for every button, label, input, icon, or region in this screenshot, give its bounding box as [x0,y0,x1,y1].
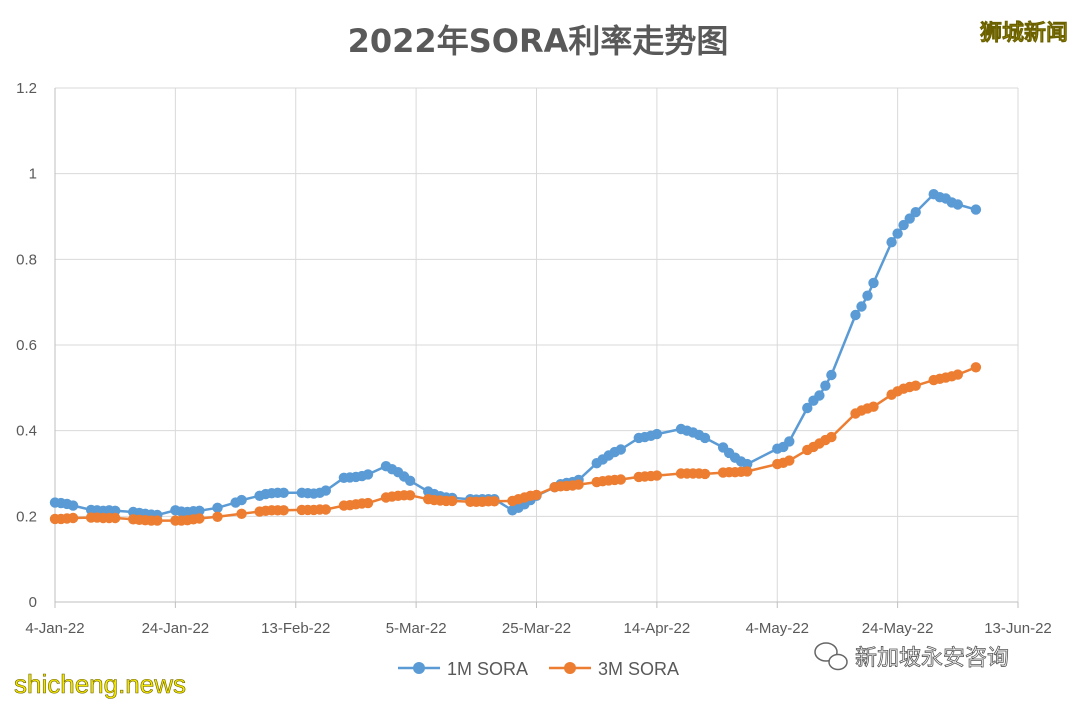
data-point-1m-sora[interactable] [278,487,289,498]
data-point-1m-sora[interactable] [699,432,711,444]
data-point-3m-sora[interactable] [742,466,753,477]
y-tick-labels: 0 0.2 0.4 0.6 0.8 1 1.2 [16,80,37,611]
data-point-1m-sora[interactable] [886,237,897,248]
data-point-3m-sora[interactable] [573,479,584,490]
legend-swatch-3m-marker [564,662,576,674]
y-tick-label: 0.4 [16,423,37,440]
data-point-1m-sora[interactable] [651,428,663,440]
data-point-3m-sora[interactable] [531,489,542,501]
data-point-3m-sora[interactable] [320,504,331,515]
watermark-wechat-account: 新加坡永安咨询 [855,646,1009,671]
data-point-3m-sora[interactable] [868,401,879,412]
legend-label-1m: 1M SORA [447,659,528,679]
data-point-3m-sora[interactable] [67,512,79,524]
x-tick-label: 24-Jan-22 [142,620,210,637]
legend-item-3m[interactable]: 3M SORA [549,659,679,679]
data-point-1m-sora[interactable] [820,380,831,391]
data-point-1m-sora[interactable] [814,390,825,401]
series [49,189,982,526]
wechat-icon [814,642,848,671]
data-point-1m-sora[interactable] [404,475,416,486]
data-point-1m-sora[interactable] [320,485,331,496]
data-point-1m-sora[interactable] [898,219,909,231]
series-3m-sora [49,362,982,526]
data-point-3m-sora[interactable] [447,495,458,507]
data-point-3m-sora[interactable] [362,497,374,509]
x-tick-label: 4-Jan-22 [25,620,84,637]
data-point-1m-sora[interactable] [952,199,963,210]
y-tick-label: 0.8 [16,251,37,268]
grid [55,87,1019,602]
watermark-bottom-left: shicheng.news [14,669,186,699]
data-point-1m-sora[interactable] [802,402,813,414]
data-point-1m-sora[interactable] [212,502,223,513]
data-point-1m-sora[interactable] [910,207,921,218]
data-point-3m-sora[interactable] [970,362,982,373]
data-point-1m-sora[interactable] [110,505,121,516]
data-point-3m-sora[interactable] [194,513,205,524]
x-tick-labels: 4-Jan-22 24-Jan-22 13-Feb-22 5-Mar-22 25-Mar… [25,620,1051,637]
data-point-1m-sora[interactable] [892,228,903,239]
data-point-3m-sora[interactable] [110,512,121,524]
data-point-3m-sora[interactable] [236,508,247,519]
data-point-3m-sora[interactable] [152,515,163,526]
data-point-1m-sora[interactable] [784,436,795,447]
data-point-3m-sora[interactable] [615,474,626,485]
y-tick-label: 0.6 [16,337,37,354]
y-tick-label: 1.2 [16,80,37,97]
x-tick-label: 25-Mar-22 [502,620,571,637]
x-tick-label: 14-Apr-22 [624,620,691,637]
data-point-1m-sora[interactable] [856,301,867,312]
data-point-3m-sora[interactable] [910,380,921,391]
x-tick-label: 13-Feb-22 [261,620,330,637]
data-point-3m-sora[interactable] [784,455,795,466]
data-point-1m-sora[interactable] [742,458,753,470]
chart-title: 2022年SORA利率走势图 [348,22,729,60]
legend-item-1m[interactable]: 1M SORA [398,659,528,679]
data-point-3m-sora[interactable] [699,468,711,480]
data-point-3m-sora[interactable] [651,470,663,481]
x-tick-label: 5-Mar-22 [386,620,447,637]
data-point-1m-sora[interactable] [615,444,626,455]
watermark-top-right: 狮城新闻 [980,20,1068,46]
data-point-1m-sora[interactable] [868,277,879,289]
y-tick-label: 0 [29,594,37,611]
x-tick-label: 24-May-22 [862,620,934,637]
watermark-wechat: 新加坡永安咨询 [814,642,1009,671]
data-point-3m-sora[interactable] [278,505,289,516]
data-point-3m-sora[interactable] [952,369,963,380]
y-tick-label: 1 [29,166,37,183]
data-point-3m-sora[interactable] [212,511,223,522]
data-point-1m-sora[interactable] [362,469,374,480]
x-tick-label: 4-May-22 [746,620,809,637]
data-point-3m-sora[interactable] [826,431,837,443]
data-point-3m-sora[interactable] [489,496,500,507]
legend-label-3m: 3M SORA [598,659,679,679]
data-point-1m-sora[interactable] [236,494,247,506]
x-tick-label: 13-Jun-22 [984,620,1052,637]
data-point-1m-sora[interactable] [862,290,873,301]
data-point-1m-sora[interactable] [194,505,205,516]
legend: 1M SORA 3M SORA [398,659,679,679]
data-point-1m-sora[interactable] [970,204,982,215]
legend-swatch-1m-marker [413,662,425,674]
data-point-1m-sora[interactable] [826,369,837,381]
data-point-1m-sora[interactable] [850,309,861,321]
data-point-3m-sora[interactable] [404,490,416,501]
data-point-1m-sora[interactable] [67,500,79,511]
y-tick-label: 0.2 [16,508,37,525]
